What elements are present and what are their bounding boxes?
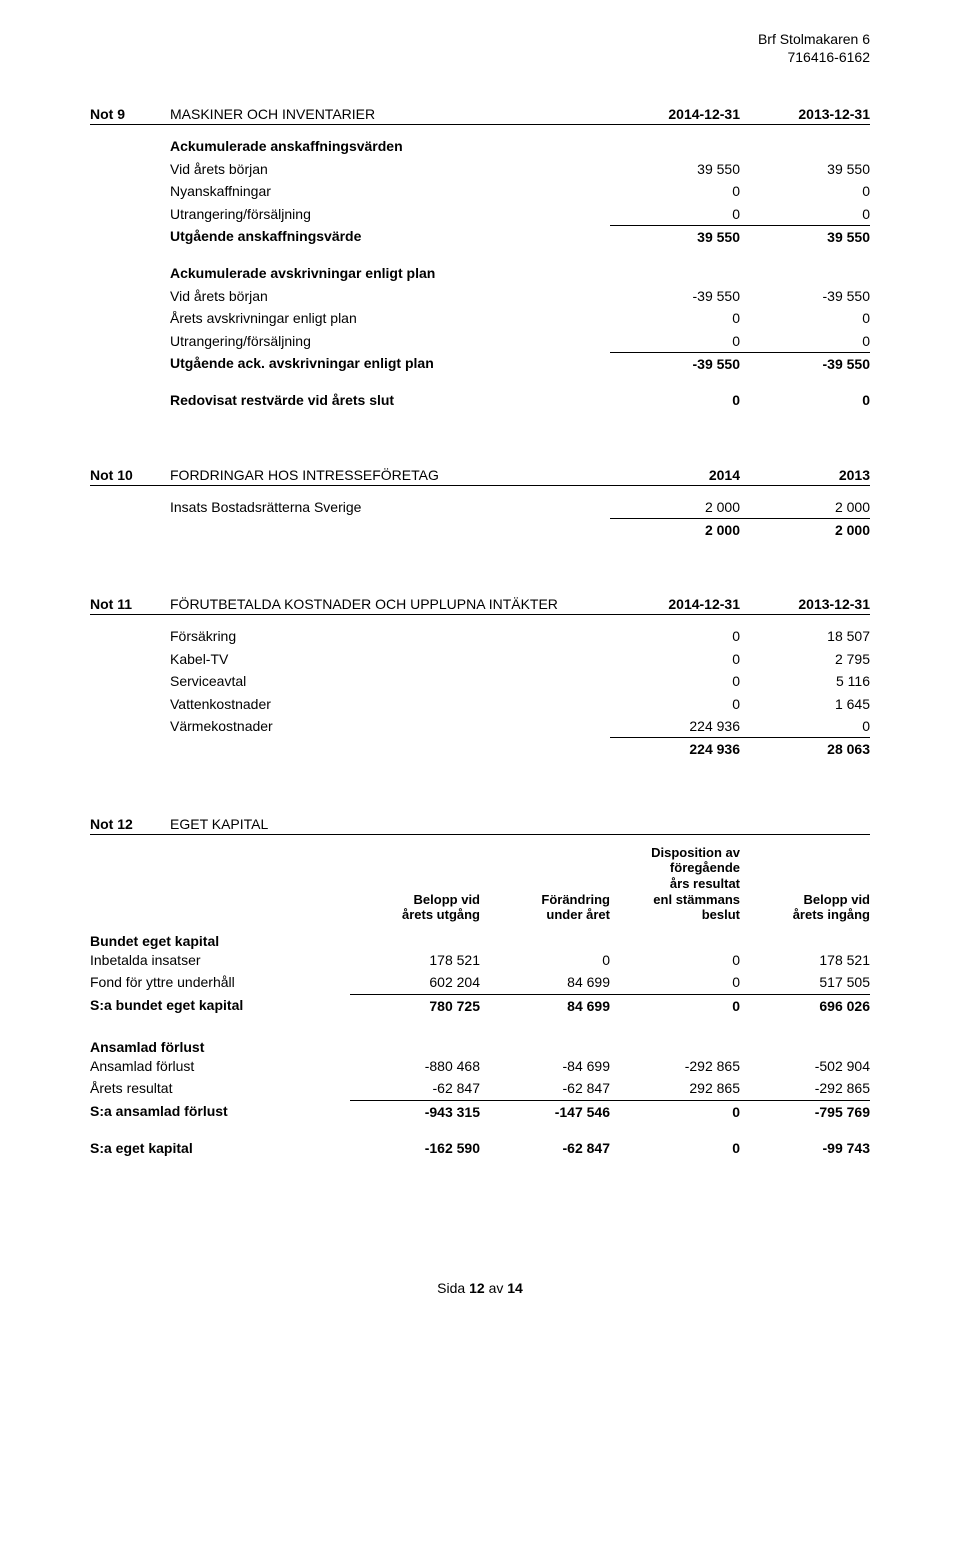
note-title: EGET KAPITAL [170,816,870,832]
footer-page: 12 [469,1280,485,1296]
sum-row: 224 93628 063 [90,737,870,760]
col-header: 2013-12-31 [740,596,870,612]
note-label: Not 11 [90,596,170,612]
table-row: Ansamlad förlust-880 468-84 699-292 865-… [90,1055,870,1077]
table-row: Inbetalda insatser178 52100178 521 [90,949,870,971]
col-header: 2013 [740,467,870,483]
col-header: Disposition avföregåendeårs resultatenl … [610,845,740,923]
note-label: Not 12 [90,816,170,832]
page-footer: Sida 12 av 14 [90,1280,870,1296]
sum-row: 2 0002 000 [90,518,870,541]
note-11-header: Not 11 FÖRUTBETALDA KOSTNADER OCH UPPLUP… [90,596,870,615]
table-row: Vattenkostnader01 645 [90,693,870,715]
footer-label: Sida [437,1280,465,1296]
table-row: Årets resultat-62 847-62 847292 865-292 … [90,1077,870,1099]
table-row: Årets avskrivningar enligt plan00 [90,307,870,329]
note-11: Not 11 FÖRUTBETALDA KOSTNADER OCH UPPLUP… [90,596,870,760]
col-header: 2013-12-31 [740,106,870,122]
table-row: Insats Bostadsrätterna Sverige2 0002 000 [90,496,870,518]
sum-row: S:a bundet eget kapital780 72584 6990696… [90,994,870,1017]
note-title: MASKINER OCH INVENTARIER [170,106,610,122]
section-title-row: Ackumulerade anskaffningsvärden [90,135,870,157]
col-header: 2014-12-31 [610,596,740,612]
sum-row: S:a ansamlad förlust-943 315-147 5460-79… [90,1100,870,1123]
table-row: Nyanskaffningar00 [90,180,870,202]
sum-row: Utgående anskaffningsvärde39 55039 550 [90,225,870,248]
footer-total: 14 [507,1280,523,1296]
note-12: Not 12 EGET KAPITAL Belopp vidårets utgå… [90,816,870,1160]
col-header: Förändringunder året [480,892,610,923]
footer-of: av [489,1280,504,1296]
document-header: Brf Stolmakaren 6 716416-6162 [90,30,870,66]
note-title: FORDRINGAR HOS INTRESSEFÖRETAG [170,467,610,483]
note-9: Not 9 MASKINER OCH INVENTARIER 2014-12-3… [90,106,870,411]
table-row: Värmekostnader224 9360 [90,715,870,737]
col-header: 2014 [610,467,740,483]
table-row: Kabel-TV02 795 [90,648,870,670]
table-row: Utrangering/försäljning00 [90,203,870,225]
section-title-row: Ackumulerade avskrivningar enligt plan [90,262,870,284]
page: Brf Stolmakaren 6 716416-6162 Not 9 MASK… [0,0,960,1336]
note-10-header: Not 10 FORDRINGAR HOS INTRESSEFÖRETAG 20… [90,467,870,486]
table-row: Vid årets början-39 550-39 550 [90,285,870,307]
col-header: Belopp vidårets ingång [740,892,870,923]
org-name: Brf Stolmakaren 6 [90,30,870,48]
table-row: Utrangering/försäljning00 [90,330,870,352]
table-row: Fond för yttre underhåll602 20484 699051… [90,971,870,993]
section-title: Ackumulerade anskaffningsvärden [170,135,610,157]
section-title: Ansamlad förlust [90,1039,870,1055]
col-header: Belopp vidårets utgång [350,892,480,923]
section-title: Bundet eget kapital [90,933,870,949]
note-12-column-headers: Belopp vidårets utgång Förändringunder å… [90,845,870,925]
table-row: Vid årets början39 55039 550 [90,158,870,180]
table-row: Försäkring018 507 [90,625,870,647]
final-row: Redovisat restvärde vid årets slut00 [90,389,870,411]
note-title: FÖRUTBETALDA KOSTNADER OCH UPPLUPNA INTÄ… [170,596,610,612]
org-number: 716416-6162 [90,48,870,66]
sum-row: Utgående ack. avskrivningar enligt plan-… [90,352,870,375]
note-label: Not 9 [90,106,170,122]
note-label: Not 10 [90,467,170,483]
section-title: Ackumulerade avskrivningar enligt plan [170,262,610,284]
total-row: S:a eget kapital-162 590-62 8470-99 743 [90,1137,870,1159]
note-9-header: Not 9 MASKINER OCH INVENTARIER 2014-12-3… [90,106,870,125]
col-header: 2014-12-31 [610,106,740,122]
table-row: Serviceavtal05 116 [90,670,870,692]
note-12-header: Not 12 EGET KAPITAL [90,816,870,835]
note-10: Not 10 FORDRINGAR HOS INTRESSEFÖRETAG 20… [90,467,870,542]
